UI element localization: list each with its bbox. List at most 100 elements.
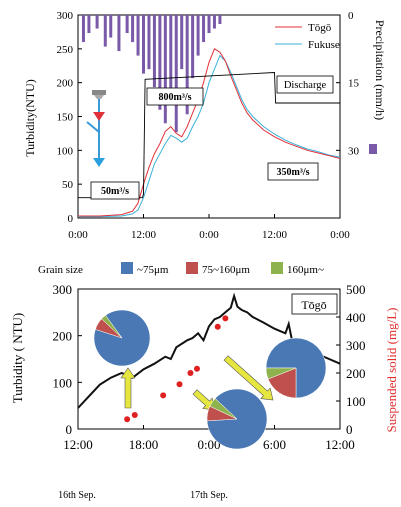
discharge-label: Discharge bbox=[284, 80, 327, 91]
precip-bar bbox=[87, 15, 91, 34]
bottom-lines bbox=[77, 292, 341, 409]
bottom-x-tick-label: 12:00 bbox=[63, 437, 93, 452]
fukuse-marker-icon bbox=[93, 158, 105, 167]
q-high-label: 800m³/s bbox=[159, 92, 192, 103]
precip-bar bbox=[109, 15, 113, 38]
pie-slice bbox=[209, 398, 238, 420]
top-y-tick-label: 150 bbox=[57, 112, 74, 124]
precip-bar bbox=[125, 15, 129, 34]
grain-swatch-large bbox=[271, 262, 283, 274]
top-y-label: Turbidity(NTU) bbox=[23, 79, 37, 157]
precip-bar bbox=[158, 15, 162, 110]
grain-pie bbox=[206, 388, 268, 450]
precip-bar bbox=[191, 15, 195, 79]
precip-bar bbox=[81, 15, 85, 43]
dam-icon bbox=[92, 90, 106, 95]
bottom-y2-tick-label: 300 bbox=[346, 338, 366, 353]
top-y-tick-label: 200 bbox=[57, 78, 74, 90]
top-x-tick-label: 0:00 bbox=[68, 229, 88, 241]
bottom-x-tick-label: 0:00 bbox=[197, 437, 220, 452]
bottom-y-label: Turbidity ( NTU) bbox=[10, 313, 25, 404]
legend-togo-label: Tōgō bbox=[308, 22, 332, 34]
top-lines bbox=[78, 48, 341, 218]
precip-bar bbox=[152, 15, 156, 88]
q-low-label: 50m³/s bbox=[101, 186, 129, 197]
bottom-y2-tick-label: 0 bbox=[346, 422, 353, 437]
ss-points bbox=[124, 315, 229, 423]
legend-fukuse-label: Fukuse bbox=[308, 39, 340, 51]
bottom-y-tick-label: 100 bbox=[53, 375, 73, 390]
bottom-x-ticks: 12:00 18:00 0:00 6:00 12:00 bbox=[63, 425, 355, 452]
grain-pie bbox=[93, 309, 151, 367]
ss-point bbox=[124, 416, 131, 423]
precip-bar bbox=[207, 15, 211, 34]
bottom-y2-tick-label: 400 bbox=[346, 310, 366, 325]
river-schematic bbox=[86, 90, 106, 167]
discharge-line bbox=[78, 72, 340, 199]
top-y-ticks: 0 50 100 150 200 250 300 bbox=[57, 10, 82, 225]
top-y2-tick-label: 15 bbox=[348, 78, 360, 90]
top-x-tick-label: 12:00 bbox=[262, 229, 288, 241]
q-high-box bbox=[146, 87, 204, 106]
q-mid-label: 350m³/s bbox=[277, 167, 310, 178]
q-mid-box bbox=[267, 162, 319, 181]
precip-bar bbox=[117, 15, 121, 52]
precip-bar bbox=[174, 15, 178, 133]
ss-point bbox=[214, 323, 221, 330]
top-x-ticks: 0:00 12:00 0:00 12:00 0:00 bbox=[68, 214, 350, 241]
top-y2-tick-label: 0 bbox=[348, 10, 354, 22]
precip-bar bbox=[169, 15, 173, 97]
pie-slice bbox=[265, 337, 327, 399]
grain-swatch-mid bbox=[186, 262, 198, 274]
top-y-tick-label: 0 bbox=[68, 213, 74, 225]
precip-bar bbox=[218, 15, 222, 25]
bottom-y2-tick-label: 500 bbox=[346, 282, 366, 297]
turbidity-line bbox=[77, 292, 341, 409]
station-label: Tōgō bbox=[301, 298, 326, 312]
bottom-y-ticks: 0 100 200 300 bbox=[53, 282, 82, 437]
top-y-tick-label: 100 bbox=[57, 145, 74, 157]
pie-slice bbox=[101, 315, 123, 339]
ss-point bbox=[160, 392, 167, 399]
discharge-label-box bbox=[276, 75, 334, 94]
precip-bar bbox=[185, 15, 189, 115]
grain-legend-title: Grain size bbox=[38, 264, 83, 276]
precip-bar bbox=[131, 15, 135, 43]
river-branch-line bbox=[86, 121, 100, 133]
grain-pie bbox=[265, 337, 327, 399]
top-y-tick-label: 250 bbox=[57, 44, 74, 56]
pie-slice bbox=[265, 367, 297, 380]
ss-point bbox=[222, 315, 229, 322]
top-y-tick-label: 300 bbox=[57, 10, 74, 22]
station-box bbox=[291, 293, 338, 315]
q-low-box bbox=[90, 181, 140, 200]
bottom-x-tick-label: 12:00 bbox=[325, 437, 355, 452]
top-y-tick-label: 50 bbox=[62, 179, 74, 191]
ss-point bbox=[187, 370, 194, 376]
precip-bar bbox=[163, 15, 167, 124]
precip-bar bbox=[142, 15, 145, 74]
precip-bar bbox=[95, 15, 99, 29]
fukuse-line bbox=[78, 54, 341, 218]
top-x-tick-label: 0:00 bbox=[330, 229, 350, 241]
top-y2-ticks: 0 15 30 bbox=[336, 10, 360, 157]
grain-label-large: 160μm~ bbox=[287, 264, 324, 276]
ss-point bbox=[131, 412, 138, 418]
grain-label-small: ~75μm bbox=[137, 264, 169, 276]
bottom-x-tick-label: 6:00 bbox=[263, 437, 286, 452]
top-y2-tick-label: 30 bbox=[348, 145, 360, 157]
ss-point bbox=[176, 381, 183, 388]
bottom-y2-ticks: 0 100 200 300 400 500 bbox=[336, 282, 366, 437]
bottom-y-tick-label: 200 bbox=[53, 329, 73, 344]
precip-bar bbox=[136, 15, 140, 56]
bottom-chart: Grain size ~75μm 75~160μm 160μm~ 0 100 200… bbox=[10, 262, 399, 501]
precip-bar bbox=[103, 15, 107, 47]
top-chart: 0 50 100 150 200 250 300 0 15 30 0:00 12:00 0:00 12… bbox=[23, 10, 387, 241]
bottom-x-tick-label: 18:00 bbox=[129, 437, 159, 452]
precip-bar bbox=[180, 15, 184, 70]
grain-legend: Grain size ~75μm 75~160μm 160μm~ bbox=[38, 262, 324, 276]
grain-label-mid: 75~160μm bbox=[202, 264, 250, 276]
precip-bar bbox=[202, 15, 206, 43]
precip-legend-swatch bbox=[369, 144, 377, 154]
